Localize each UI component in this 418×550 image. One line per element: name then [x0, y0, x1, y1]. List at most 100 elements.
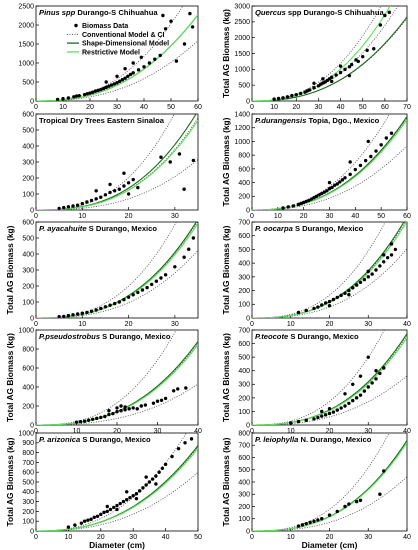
- conventional-ci-upper: [36, 330, 177, 425]
- data-point: [296, 202, 301, 207]
- data-point: [80, 201, 84, 206]
- data-point: [340, 178, 345, 182]
- data-point: [349, 62, 354, 67]
- data-point: [343, 176, 347, 180]
- plot-area: [252, 114, 407, 210]
- data-point: [327, 187, 332, 191]
- x-tick-label: 30: [129, 534, 137, 541]
- legend: Biomass Data Conventional Model & CI Shape…: [67, 23, 169, 56]
- y-axis-label: Total AG Biomass (kg): [221, 437, 231, 526]
- x-tick-label: 40: [140, 104, 148, 111]
- data-point: [89, 198, 94, 203]
- y-tick-label: 800: [22, 450, 34, 457]
- data-point: [115, 74, 119, 79]
- shape-dimensional-model: [36, 445, 198, 531]
- y-tick-label: 500: [22, 235, 34, 242]
- data-point: [354, 499, 359, 504]
- y-tick-label: 2000: [234, 35, 250, 42]
- data-point: [135, 407, 139, 411]
- panel-title-location: S Durango, Mexico: [288, 332, 359, 341]
- panel-7: 0 10 20 30 4002004006008001000P.pseudostrobu…: [5, 327, 202, 435]
- data-point: [325, 189, 329, 193]
- plot-area: [36, 222, 198, 318]
- data-point: [122, 297, 126, 302]
- data-point: [79, 521, 84, 525]
- data-point: [343, 504, 347, 509]
- x-tick-label: 20: [326, 321, 334, 328]
- data-point: [154, 474, 158, 478]
- y-tick-label: 500: [238, 467, 250, 474]
- data-point: [378, 23, 383, 27]
- plot-frame: [251, 113, 408, 211]
- data-point: [320, 517, 324, 521]
- data-point: [312, 306, 316, 311]
- data-point: [335, 408, 339, 412]
- data-point: [316, 518, 320, 522]
- legend-marker-points: [74, 23, 78, 28]
- y-tick-label: 600: [22, 111, 34, 118]
- x-tick-label: 10: [78, 321, 86, 328]
- y-tick-label: 200: [238, 288, 250, 295]
- data-point: [374, 377, 378, 381]
- x-tick-label: 50: [194, 534, 202, 541]
- data-point: [320, 414, 324, 418]
- y-tick-label: 400: [22, 143, 34, 150]
- conventional-ci-upper: [36, 114, 175, 210]
- y-tick-label: 800: [238, 153, 250, 160]
- data-point: [351, 398, 355, 403]
- data-point: [73, 523, 77, 527]
- data-point: [71, 204, 75, 208]
- shape-dimensional-model: [252, 333, 407, 425]
- data-point: [109, 83, 114, 87]
- x-tick-label: 70: [403, 104, 411, 111]
- data-point: [182, 42, 187, 46]
- data-point: [93, 89, 98, 93]
- conventional-ci-upper: [252, 433, 390, 531]
- conventional-ci-lower: [252, 248, 407, 318]
- y-tick-label: 600: [238, 341, 250, 348]
- data-point: [190, 25, 195, 29]
- data-point: [108, 507, 113, 512]
- conventional-ci-lower: [252, 145, 407, 210]
- conventional-ci-lower: [36, 159, 198, 210]
- restrictive-model: [36, 448, 198, 531]
- y-tick-label: 300: [22, 159, 34, 166]
- data-point: [317, 193, 321, 197]
- y-tick-label: 700: [238, 327, 250, 334]
- data-point: [338, 64, 343, 68]
- data-point: [320, 409, 324, 414]
- data-point: [161, 13, 165, 18]
- data-point: [163, 27, 168, 31]
- data-point: [127, 407, 131, 411]
- shape-dimensional-model: [36, 114, 197, 210]
- data-point: [365, 48, 369, 53]
- y-tick-label: 1000: [18, 327, 34, 334]
- data-point: [112, 189, 117, 193]
- data-point: [347, 401, 351, 405]
- data-point: [348, 172, 352, 177]
- y-tick-label: 200: [238, 504, 250, 511]
- data-point: [105, 509, 109, 514]
- y-tick-label: 500: [238, 247, 250, 254]
- panel-title: P. leiophylla N. Durango, Mexico: [255, 435, 372, 444]
- data-point: [312, 519, 316, 523]
- y-tick-label: 400: [22, 489, 34, 496]
- data-point: [159, 276, 163, 280]
- data-point: [71, 313, 75, 317]
- y-tick-label: 3000: [234, 3, 250, 10]
- data-point: [66, 525, 71, 529]
- data-point: [88, 91, 92, 95]
- data-point: [55, 97, 60, 101]
- data-point: [120, 78, 125, 82]
- data-point: [304, 308, 308, 313]
- y-axis-label: Total AG Biomass (kg): [221, 117, 231, 206]
- y-tick-label: 200: [22, 175, 34, 182]
- data-point: [304, 199, 308, 204]
- data-point: [141, 486, 145, 490]
- data-point: [131, 293, 135, 297]
- data-point: [147, 480, 152, 484]
- y-axis-label: Total AG Biomass (kg): [221, 225, 231, 314]
- data-point: [347, 65, 352, 69]
